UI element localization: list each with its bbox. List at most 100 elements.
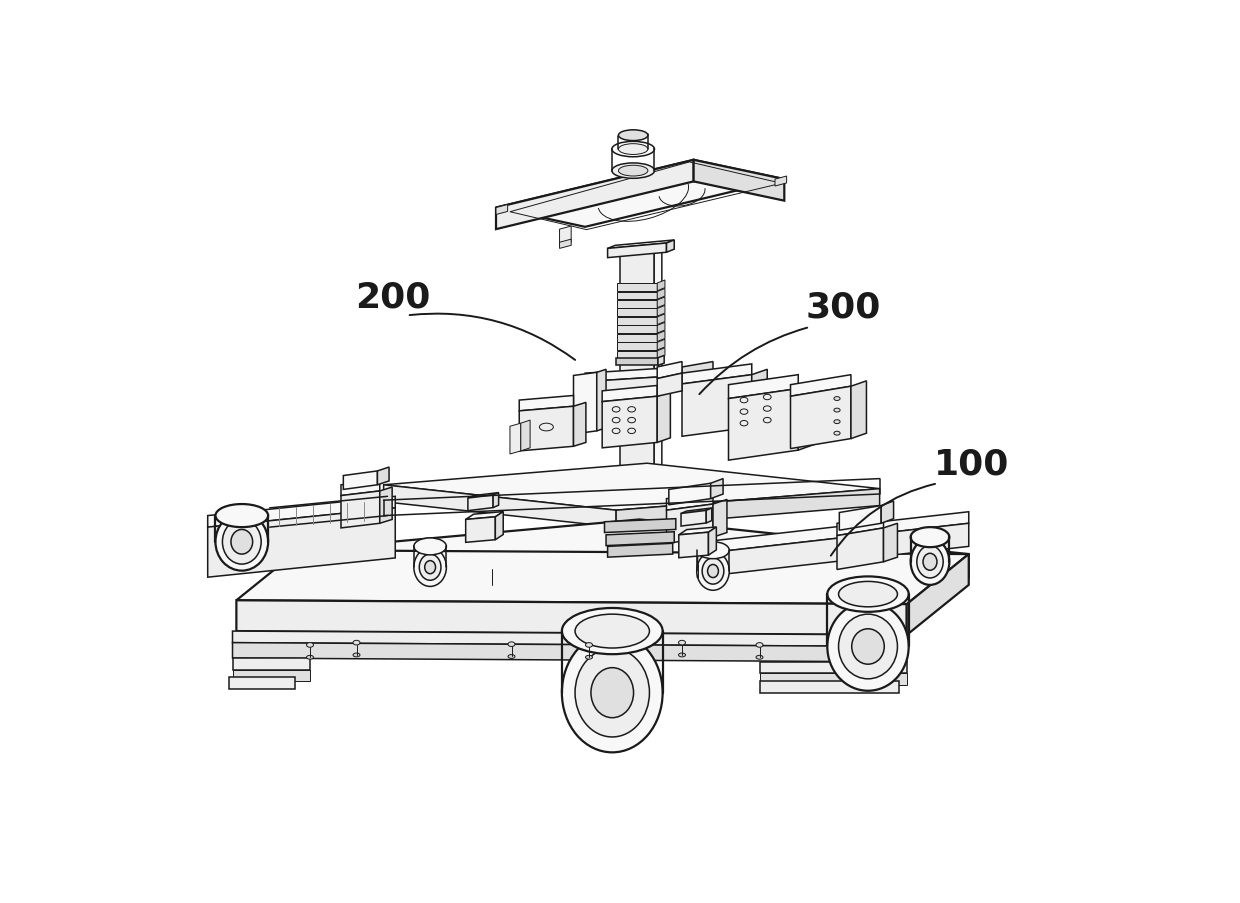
Polygon shape <box>791 386 851 449</box>
Polygon shape <box>466 517 495 543</box>
Polygon shape <box>379 488 392 524</box>
Polygon shape <box>618 293 657 300</box>
Polygon shape <box>618 334 657 342</box>
Polygon shape <box>573 403 587 447</box>
Polygon shape <box>383 464 879 510</box>
Ellipse shape <box>562 609 662 655</box>
Polygon shape <box>496 161 785 228</box>
Polygon shape <box>759 662 906 674</box>
Ellipse shape <box>611 163 655 179</box>
Polygon shape <box>657 306 665 317</box>
Polygon shape <box>510 424 521 454</box>
Ellipse shape <box>414 548 446 587</box>
Polygon shape <box>906 554 968 635</box>
Polygon shape <box>618 318 657 325</box>
Polygon shape <box>616 358 658 366</box>
Polygon shape <box>596 370 606 432</box>
Ellipse shape <box>424 561 435 574</box>
Ellipse shape <box>508 642 515 647</box>
Polygon shape <box>608 544 672 557</box>
Polygon shape <box>494 493 498 508</box>
Polygon shape <box>618 301 657 308</box>
Ellipse shape <box>833 409 841 413</box>
Polygon shape <box>839 506 882 531</box>
Polygon shape <box>657 323 665 334</box>
Ellipse shape <box>678 653 686 657</box>
Polygon shape <box>759 682 899 693</box>
Polygon shape <box>343 471 377 489</box>
FancyArrowPatch shape <box>699 329 807 395</box>
Ellipse shape <box>916 546 944 578</box>
Polygon shape <box>627 554 968 609</box>
Polygon shape <box>341 491 379 528</box>
Polygon shape <box>620 253 655 566</box>
Ellipse shape <box>827 602 909 691</box>
Polygon shape <box>521 421 531 452</box>
Ellipse shape <box>756 643 763 647</box>
Polygon shape <box>233 670 310 682</box>
Polygon shape <box>658 356 665 366</box>
Polygon shape <box>618 351 657 359</box>
Ellipse shape <box>838 582 898 607</box>
Polygon shape <box>837 516 883 536</box>
Polygon shape <box>603 396 657 448</box>
Text: 200: 200 <box>355 280 430 314</box>
Polygon shape <box>729 376 799 399</box>
Polygon shape <box>711 479 723 499</box>
Ellipse shape <box>827 577 909 612</box>
Polygon shape <box>678 527 717 535</box>
FancyArrowPatch shape <box>409 314 575 360</box>
Polygon shape <box>681 511 707 526</box>
Polygon shape <box>608 244 667 258</box>
Ellipse shape <box>697 542 729 559</box>
Polygon shape <box>681 508 712 514</box>
Ellipse shape <box>419 554 441 581</box>
Polygon shape <box>467 493 498 498</box>
Ellipse shape <box>216 505 268 527</box>
Ellipse shape <box>591 668 634 718</box>
Ellipse shape <box>833 432 841 435</box>
Polygon shape <box>616 489 879 527</box>
Polygon shape <box>233 643 906 662</box>
Text: 100: 100 <box>934 447 1009 480</box>
Polygon shape <box>207 508 396 578</box>
Polygon shape <box>707 508 712 524</box>
Ellipse shape <box>852 629 884 665</box>
Polygon shape <box>657 289 665 300</box>
Ellipse shape <box>562 633 662 752</box>
Polygon shape <box>233 631 906 647</box>
Polygon shape <box>237 551 968 604</box>
Ellipse shape <box>910 539 950 585</box>
Ellipse shape <box>414 538 446 555</box>
Polygon shape <box>585 376 682 397</box>
Ellipse shape <box>611 142 655 158</box>
Polygon shape <box>520 406 573 452</box>
Polygon shape <box>496 205 507 215</box>
Polygon shape <box>466 512 503 520</box>
Polygon shape <box>657 392 671 443</box>
Polygon shape <box>618 309 657 317</box>
Polygon shape <box>495 512 503 540</box>
Polygon shape <box>657 298 665 308</box>
Polygon shape <box>207 497 396 527</box>
Polygon shape <box>791 376 851 396</box>
Polygon shape <box>573 373 596 434</box>
Ellipse shape <box>910 527 950 547</box>
Polygon shape <box>657 349 665 359</box>
Polygon shape <box>775 177 786 187</box>
Ellipse shape <box>231 530 253 554</box>
Polygon shape <box>605 519 676 533</box>
Polygon shape <box>729 389 799 461</box>
Polygon shape <box>658 485 665 495</box>
Ellipse shape <box>222 520 262 564</box>
Ellipse shape <box>306 656 314 659</box>
Polygon shape <box>618 284 657 292</box>
Ellipse shape <box>619 144 647 155</box>
Polygon shape <box>603 386 657 402</box>
Polygon shape <box>616 522 658 530</box>
Polygon shape <box>658 533 665 543</box>
Polygon shape <box>299 520 968 585</box>
Ellipse shape <box>619 166 647 177</box>
Ellipse shape <box>575 614 650 648</box>
Polygon shape <box>667 505 713 544</box>
